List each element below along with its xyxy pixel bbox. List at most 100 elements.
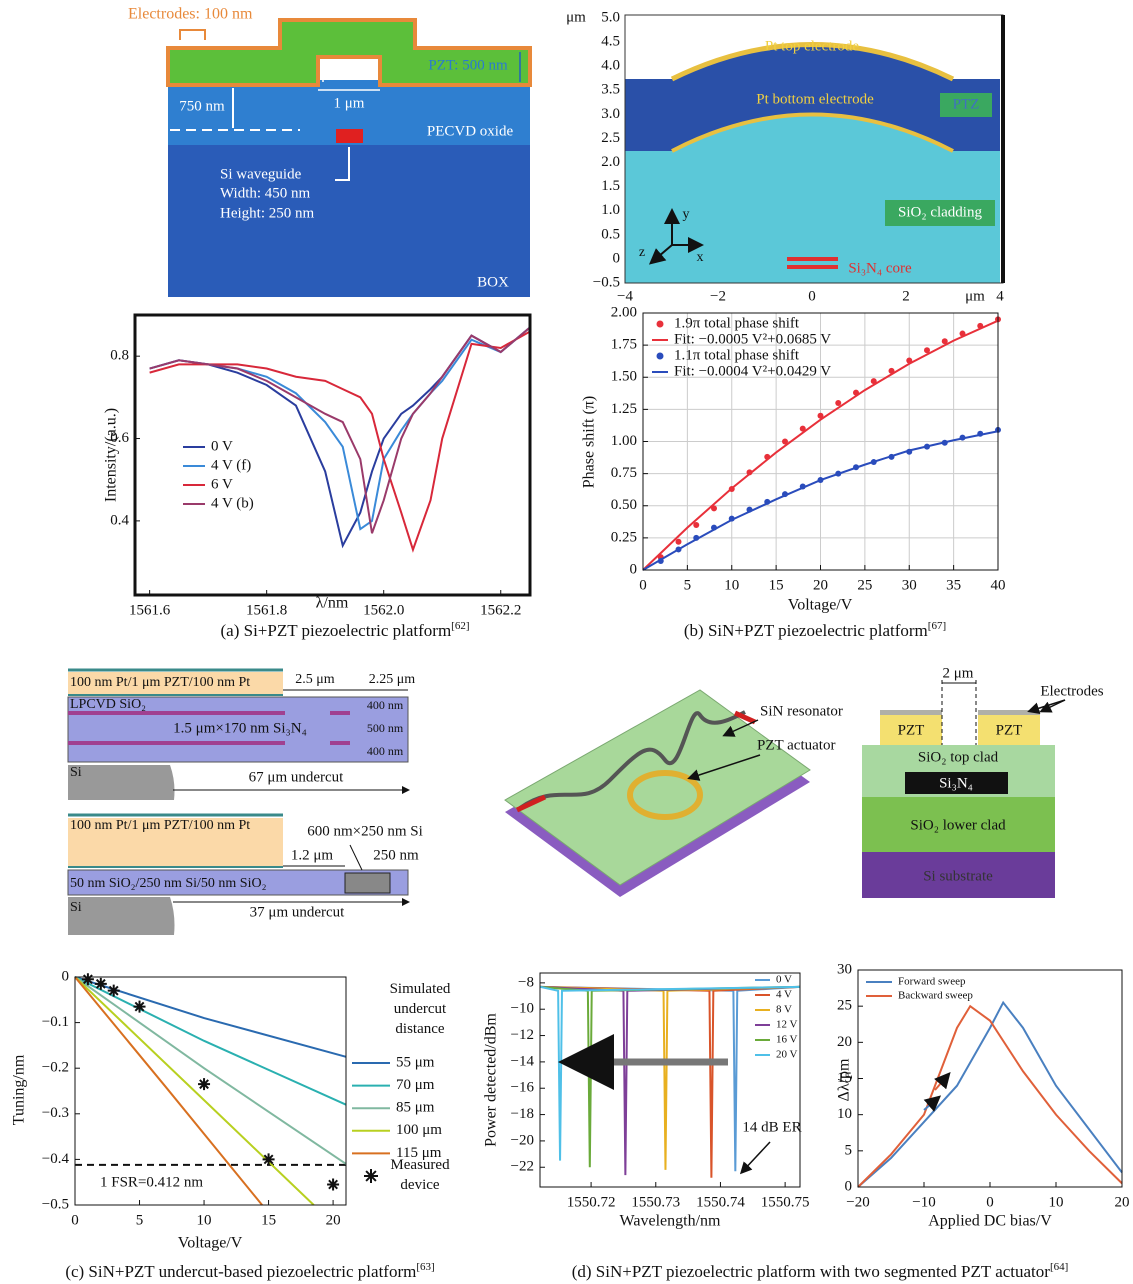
series-line	[540, 987, 800, 1175]
series-line	[150, 327, 530, 529]
x-tick-label: 20	[813, 577, 828, 593]
diagram-label: 500 nm	[367, 721, 404, 735]
axis-tick-label: 0.5	[601, 226, 620, 242]
diagram-label: PZT	[898, 722, 925, 738]
legend-label: 16 V	[776, 1034, 798, 1046]
diagram-label: PZT: 500 nm	[428, 57, 508, 73]
legend-label: 100 μm	[396, 1122, 442, 1138]
diagram-label: Si	[70, 900, 82, 915]
diagram-label: 2 μm	[943, 665, 974, 681]
d-device-3d	[505, 690, 810, 897]
annotation-arrow	[742, 1142, 770, 1172]
diagram-label: z	[639, 245, 645, 260]
axis-tick-label: 0	[808, 288, 816, 304]
diagram-label: 250 nm	[373, 847, 419, 863]
legend-label: 6 V	[211, 476, 233, 492]
plot-frame	[75, 977, 346, 1205]
series-line	[75, 977, 314, 1205]
legend-label: 4 V (f)	[211, 457, 251, 473]
caption-ref: [64]	[1050, 1261, 1068, 1273]
axis-tick-label: 3.5	[601, 82, 620, 98]
diagram-label: Si	[70, 765, 82, 780]
diagram-label: 600 nm×250 nm Si	[307, 823, 423, 839]
chart: 1561.61561.81562.01562.20.40.60.80 V4 V …	[103, 315, 530, 618]
y-tick-label: 0	[845, 1178, 853, 1194]
caption-text: (b) SiN+PZT piezoelectric platform	[684, 621, 928, 640]
legend-label: 12 V	[776, 1019, 798, 1031]
diagram-label: SiO₂ top clad	[918, 749, 999, 765]
reference-label: 1 FSR=0.412 nm	[100, 1174, 203, 1190]
x-tick-label: 1561.8	[246, 602, 287, 618]
x-tick-label: 1562.2	[480, 602, 521, 618]
x-tick-label: 10	[724, 577, 739, 593]
legend-label: 8 V	[776, 1004, 792, 1016]
y-tick-label: 1.00	[611, 433, 637, 449]
diagram-label: PZT actuator	[757, 737, 835, 753]
series-line	[75, 977, 346, 1164]
x-tick-label: 0	[71, 1212, 79, 1228]
diagram-label: SiO₂ cladding	[898, 204, 982, 220]
diagram-label: y	[683, 207, 690, 222]
axis-tick-label: 1.5	[601, 178, 620, 194]
series-line	[858, 1003, 1122, 1187]
legend-swatch	[364, 1169, 378, 1183]
axis-tick-label: 2.5	[601, 130, 620, 146]
diagram-label: 750 nm	[179, 98, 225, 114]
x-tick-label: 15	[261, 1212, 276, 1228]
legend-label: Backward sweep	[898, 990, 973, 1002]
y-tick-label: −12	[511, 1027, 534, 1043]
caption-ref: [63]	[416, 1261, 434, 1273]
axis-tick-label: −2	[710, 288, 726, 304]
legend-label: 1.9π total phase shift	[674, 315, 800, 331]
legend-label: 4 V (b)	[211, 495, 254, 511]
axis-tick-label: −4	[617, 288, 633, 304]
diagram-label: Electrodes	[1040, 683, 1103, 699]
plot-frame	[135, 315, 530, 595]
diagram-label: Si₃N₄	[939, 775, 973, 791]
axis-tick-label: 4.0	[601, 58, 620, 74]
y-tick-label: −18	[511, 1106, 534, 1122]
data-point	[263, 1153, 275, 1165]
x-tick-label: 1550.75	[761, 1194, 810, 1210]
diagram-label: Si substrate	[923, 868, 993, 884]
diagram-label: 67 μm undercut	[249, 769, 345, 785]
diagram-label: PECVD oxide	[427, 123, 514, 139]
x-tick-label: 25	[857, 577, 872, 593]
b-cross-section	[625, 15, 1005, 283]
y-axis-label: Intensity/(a.u.)	[103, 408, 120, 502]
series-line	[150, 327, 530, 545]
y-axis-label: Tuning/nm	[11, 1054, 28, 1125]
diagram-label: 2.25 μm	[369, 672, 416, 687]
diagram-label: Si₃N₄ core	[848, 260, 912, 276]
series-line	[540, 987, 800, 1171]
x-tick-label: 5	[136, 1212, 144, 1228]
caption-text: (a) Si+PZT piezoelectric platform	[221, 621, 452, 640]
axis-tick-label: −0.5	[593, 274, 620, 290]
series-line	[150, 327, 530, 533]
x-tick-label: 1550.72	[567, 1194, 616, 1210]
legend-label: Fit: −0.0005 V²+0.0685 V	[674, 331, 831, 347]
y-tick-label: −0.2	[42, 1060, 69, 1076]
y-tick-label: 1.25	[611, 401, 637, 417]
y-tick-label: 0	[630, 561, 638, 577]
legend-label: 20 V	[776, 1049, 798, 1061]
y-tick-label: −0.5	[42, 1196, 69, 1212]
legend-label: Measureddevice	[390, 1157, 450, 1193]
chart: 051015200−0.1−0.2−0.3−0.4−0.51 FSR=0.412…	[11, 968, 451, 1251]
y-axis-label: Power detected/dBm	[483, 1013, 500, 1147]
diagram-label: BOX	[477, 274, 509, 290]
y-tick-label: −0.1	[42, 1014, 69, 1030]
figure: (a) Si+PZT piezoelectric platform[62] (b…	[0, 0, 1133, 1284]
diagram-label: 400 nm	[367, 744, 404, 758]
legend-label: 1.1π total phase shift	[674, 347, 800, 363]
diagram-label: 1.2 μm	[291, 847, 334, 863]
diagram-label: Height: 250 nm	[220, 205, 314, 221]
y-tick-label: −10	[511, 1001, 534, 1017]
series-line	[858, 1006, 1122, 1187]
diagram-label: PTZ	[953, 96, 980, 112]
data-point	[134, 1001, 146, 1013]
x-tick-label: 10	[1049, 1194, 1064, 1210]
